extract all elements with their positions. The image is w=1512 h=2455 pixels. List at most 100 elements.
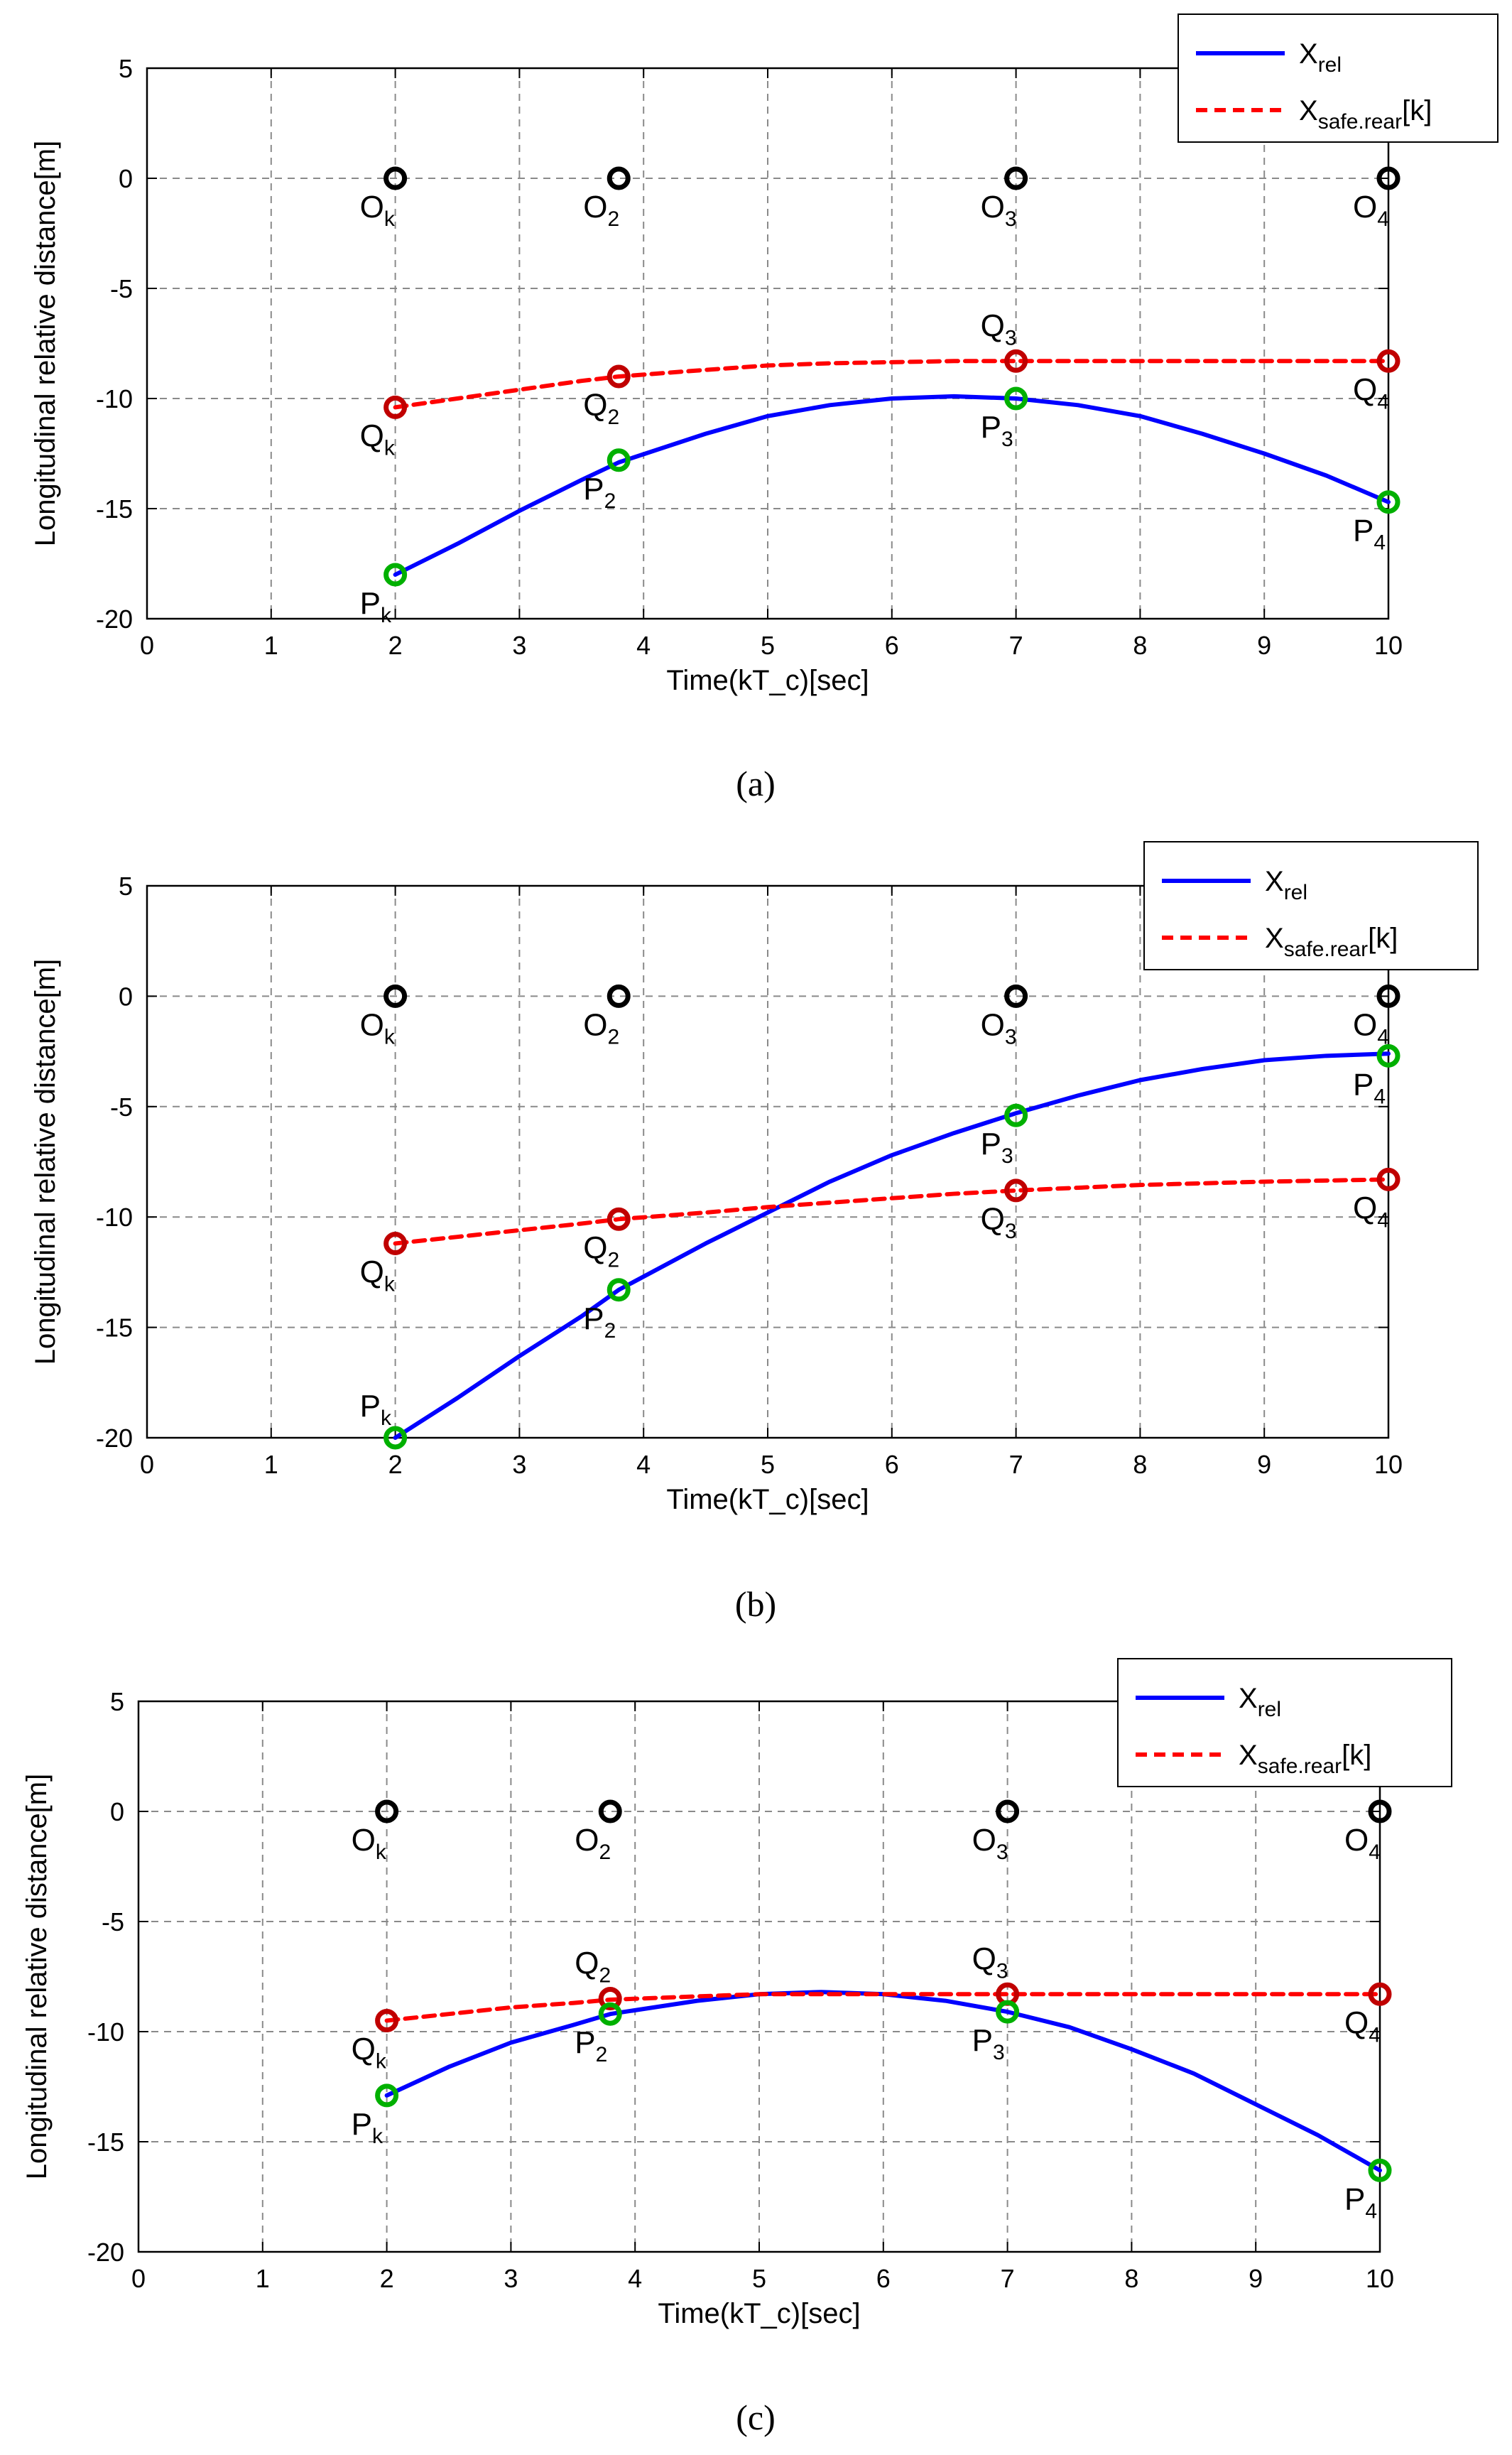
- point-label-o-4: O4: [1353, 1007, 1389, 1048]
- point-label-p-2: P2: [583, 472, 616, 513]
- marker-p-2: [607, 1278, 631, 1302]
- point-label-p-k-main: P: [360, 1389, 381, 1424]
- y-tick-label: 5: [119, 872, 133, 901]
- x-tick-label: 7: [1001, 2264, 1015, 2293]
- marker-o-3: [1004, 166, 1028, 190]
- point-label-q-2: Q2: [583, 1230, 619, 1272]
- marker-o-k: [384, 984, 408, 1008]
- y-axis-label: Longitudinal relative distance[m]: [30, 959, 61, 1365]
- point-label-q-k-main: Q: [360, 418, 384, 453]
- legend-label-1: Xsafe.rear[k]: [1265, 923, 1398, 961]
- x-tick-label: 0: [140, 1450, 154, 1479]
- point-label-q-k: Qk: [360, 1254, 396, 1296]
- x-tick-label: 8: [1133, 631, 1147, 660]
- point-label-q-4-sub: 4: [1377, 1208, 1389, 1232]
- x-tick-label: 7: [1009, 1450, 1023, 1479]
- x-tick-label: 0: [140, 631, 154, 660]
- legend-label-0: Xrel: [1239, 1683, 1281, 1721]
- marker-o-4: [1376, 984, 1400, 1008]
- x-tick-label: 7: [1009, 631, 1023, 660]
- legend-label-1: Xsafe.rear[k]: [1299, 95, 1432, 134]
- x-tick-label: 5: [752, 2264, 766, 2293]
- point-label-q-3-main: Q: [972, 1941, 996, 1976]
- point-label-p-4: P4: [1353, 514, 1386, 555]
- y-tick-label: -10: [96, 1203, 133, 1232]
- point-label-p-3-sub: 3: [1001, 1144, 1013, 1168]
- x-tick-label: 1: [264, 631, 278, 660]
- point-label-o-k: Ok: [360, 1007, 396, 1048]
- point-label-p-3-main: P: [972, 2023, 993, 2058]
- point-label-o-k-main: O: [360, 190, 384, 224]
- point-label-o-2-sub: 2: [599, 1841, 611, 1864]
- point-label-o-2-sub: 2: [607, 1025, 619, 1048]
- point-label-o-k: Ok: [360, 190, 396, 231]
- x-tick-label: 4: [636, 1450, 651, 1479]
- point-label-p-k: Pk: [360, 1389, 392, 1430]
- marker-p-2: [598, 2002, 622, 2026]
- point-label-q-4-main: Q: [1353, 372, 1377, 407]
- legend-label-tail: [k]: [1342, 1740, 1371, 1771]
- point-label-q-3-main: Q: [981, 308, 1005, 343]
- legend-label-1: Xsafe.rear[k]: [1239, 1740, 1371, 1778]
- legend-label-sub: safe.rear: [1318, 110, 1402, 134]
- marker-p-4: [1376, 490, 1400, 514]
- point-label-p-4-sub: 4: [1374, 1085, 1386, 1108]
- legend-label-sub: rel: [1284, 881, 1307, 904]
- y-tick-label: -5: [102, 1907, 124, 1936]
- marker-p-k: [384, 1426, 408, 1450]
- point-label-p-4-main: P: [1344, 2182, 1365, 2216]
- y-axis-label: Longitudinal relative distance[m]: [30, 141, 61, 546]
- point-label-q-k-sub: k: [384, 436, 396, 460]
- marker-o-4: [1368, 1799, 1392, 1823]
- point-label-q-k-main: Q: [352, 2032, 376, 2067]
- point-label-p-4-sub: 4: [1365, 2199, 1377, 2223]
- point-label-o-k-sub: k: [376, 1841, 387, 1864]
- point-label-o-3-sub: 3: [996, 1841, 1008, 1864]
- point-label-p-2: P2: [583, 1301, 616, 1343]
- x-tick-label: 9: [1249, 2264, 1263, 2293]
- point-label-p-3: P3: [981, 1127, 1013, 1168]
- point-label-p-2-main: P: [583, 472, 604, 506]
- point-label-p-k-sub: k: [372, 2125, 384, 2148]
- marker-q-4: [1376, 349, 1400, 373]
- point-label-o-2-main: O: [583, 190, 607, 224]
- series-x-rel-line: [393, 394, 1391, 577]
- legend-label-0: Xrel: [1265, 866, 1307, 904]
- legend: Xrel Xsafe.rear[k]: [1117, 1658, 1452, 1787]
- point-label-p-3: P3: [972, 2023, 1005, 2064]
- point-label-o-k-sub: k: [384, 207, 396, 231]
- point-label-o-4-main: O: [1344, 1823, 1369, 1858]
- point-label-o-3: O3: [981, 1007, 1017, 1048]
- x-tick-label: 9: [1257, 631, 1271, 660]
- marker-o-3: [1004, 984, 1028, 1008]
- legend-label-main: X: [1265, 923, 1284, 954]
- marker-q-3: [1004, 349, 1028, 373]
- x-axis-label: Time(kT_c)[sec]: [658, 2298, 860, 2329]
- point-label-q-4: Q4: [1353, 372, 1389, 413]
- point-label-o-4-main: O: [1353, 1007, 1377, 1042]
- y-tick-label: -5: [110, 274, 133, 303]
- point-label-o-4-main: O: [1353, 190, 1377, 224]
- point-label-q-2-main: Q: [583, 1230, 607, 1265]
- point-label-o-3-sub: 3: [1005, 1025, 1017, 1048]
- point-label-o-2: O2: [575, 1823, 611, 1864]
- point-label-o-3: O3: [972, 1823, 1008, 1864]
- marker-q-2: [607, 364, 631, 389]
- point-label-q-3: Q3: [981, 1202, 1017, 1243]
- x-tick-label: 6: [885, 631, 899, 660]
- point-label-p-3-sub: 3: [993, 2041, 1005, 2064]
- x-tick-label: 0: [131, 2264, 146, 2293]
- marker-o-k: [375, 1799, 399, 1823]
- point-label-q-2-sub: 2: [607, 406, 619, 429]
- x-tick-label: 2: [380, 2264, 394, 2293]
- marker-o-2: [598, 1799, 622, 1823]
- y-tick-label: -15: [87, 2128, 124, 2157]
- point-label-p-k: Pk: [352, 2107, 384, 2148]
- marker-q-k: [384, 1231, 408, 1255]
- point-label-p-2-main: P: [583, 1301, 604, 1336]
- point-label-q-k-main: Q: [360, 1254, 384, 1289]
- point-label-o-2: O2: [583, 190, 619, 231]
- legend-label-main: X: [1239, 1683, 1258, 1714]
- legend-box: [1143, 841, 1479, 970]
